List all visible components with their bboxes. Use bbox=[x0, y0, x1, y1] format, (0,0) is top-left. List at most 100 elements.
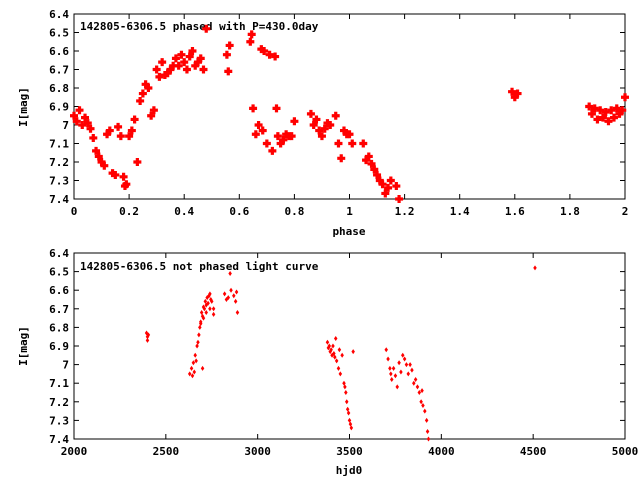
unphased-data-point bbox=[338, 371, 343, 377]
unphased-data-point bbox=[327, 343, 332, 349]
phased-data-point bbox=[72, 117, 81, 126]
unphased-data-point bbox=[226, 295, 231, 301]
unphased-data-point bbox=[232, 293, 236, 299]
phased-data-point bbox=[249, 104, 258, 113]
phased-data-point bbox=[612, 104, 621, 113]
unphased-data-points bbox=[144, 265, 537, 442]
phased-data-point bbox=[130, 115, 139, 124]
phased-data-point bbox=[386, 176, 395, 185]
phased-y-tick-label: 6.4 bbox=[49, 8, 69, 21]
unphased-data-point bbox=[197, 332, 201, 338]
phased-data-point bbox=[384, 183, 393, 192]
phased-data-point bbox=[114, 122, 123, 131]
phased-data-point bbox=[163, 69, 172, 78]
unphased-y-tick-label: 7.4 bbox=[49, 433, 69, 446]
unphased-data-point bbox=[198, 321, 203, 327]
phased-data-point bbox=[320, 124, 329, 133]
phased-data-point bbox=[395, 195, 404, 203]
unphased-data-point bbox=[408, 362, 412, 368]
phased-data-point bbox=[158, 58, 167, 67]
unphased-data-point bbox=[195, 343, 199, 349]
unphased-data-point bbox=[410, 367, 414, 373]
phased-data-point bbox=[331, 111, 340, 120]
unphased-data-point bbox=[413, 376, 418, 382]
unphased-data-point bbox=[344, 390, 348, 395]
phased-data-point bbox=[147, 111, 156, 120]
phased-data-point bbox=[260, 47, 269, 55]
unphased-data-point bbox=[333, 336, 338, 342]
unphased-y-tick-label: 7 bbox=[62, 359, 69, 372]
phased-x-tick-label: 1 bbox=[346, 205, 353, 218]
phased-data-point bbox=[254, 121, 263, 129]
unphased-data-point bbox=[331, 343, 335, 349]
phased-data-point bbox=[111, 170, 120, 179]
unphased-data-point bbox=[417, 390, 422, 395]
unphased-data-point bbox=[196, 339, 200, 345]
phased-x-tick-label: 0.4 bbox=[174, 205, 194, 218]
unphased-data-point bbox=[337, 347, 342, 353]
unphased-data-point bbox=[389, 376, 394, 382]
unphased-y-tick-label: 7.2 bbox=[49, 396, 69, 409]
unphased-x-tick-label: 2000 bbox=[61, 445, 88, 458]
phased-data-point bbox=[585, 102, 594, 111]
phased-data-point bbox=[367, 159, 376, 168]
phased-data-point bbox=[169, 61, 178, 70]
unphased-data-point bbox=[194, 358, 198, 364]
phased-data-point bbox=[334, 139, 343, 148]
unphased-data-point bbox=[386, 356, 390, 362]
unphased-data-point bbox=[401, 352, 405, 358]
phased-data-point bbox=[373, 170, 382, 179]
phased-data-point bbox=[199, 65, 208, 74]
phased-y-tick-label: 7.1 bbox=[49, 138, 69, 151]
phased-data-point bbox=[590, 104, 599, 113]
phased-x-tick-label: 0 bbox=[71, 205, 78, 218]
unphased-data-point bbox=[329, 347, 333, 353]
phased-data-point bbox=[593, 115, 602, 124]
phased-data-point bbox=[152, 65, 161, 74]
phased-data-point bbox=[378, 180, 387, 189]
unphased-data-point bbox=[399, 369, 403, 375]
unphased-y-tick-label: 6.8 bbox=[49, 321, 69, 334]
phased-data-point bbox=[193, 58, 202, 67]
unphased-y-tick-label: 7.3 bbox=[49, 414, 69, 427]
unphased-data-point bbox=[348, 421, 353, 427]
phased-data-point bbox=[621, 93, 629, 102]
phased-data-point bbox=[272, 104, 281, 113]
unphased-data-point bbox=[146, 332, 151, 338]
phased-data-point bbox=[513, 89, 522, 98]
phased-data-point bbox=[596, 106, 605, 115]
phased-y-tick-label: 6.8 bbox=[49, 82, 69, 95]
phased-data-point bbox=[127, 126, 136, 135]
phased-y-tick-label: 7.4 bbox=[49, 193, 69, 206]
phased-data-point bbox=[224, 67, 233, 76]
phased-data-point bbox=[100, 161, 109, 170]
phased-x-tick-label: 0.8 bbox=[284, 205, 304, 218]
unphased-data-point bbox=[211, 306, 216, 312]
unphased-data-point bbox=[190, 373, 195, 379]
phased-data-point bbox=[122, 180, 131, 189]
phased-data-point bbox=[362, 156, 371, 165]
phased-data-point bbox=[508, 87, 517, 96]
unphased-data-point bbox=[345, 406, 350, 412]
unphased-data-point bbox=[201, 315, 206, 321]
phased-x-tick-label: 1.8 bbox=[560, 205, 580, 218]
unphased-data-point bbox=[388, 365, 392, 371]
unphased-data-point bbox=[206, 300, 210, 306]
phased-data-point bbox=[174, 61, 183, 70]
unphased-data-point bbox=[204, 310, 208, 316]
phased-data-point bbox=[276, 139, 285, 148]
unphased-data-point bbox=[332, 350, 336, 356]
unphased-data-point bbox=[346, 410, 351, 416]
phased-y-tick-label: 6.5 bbox=[49, 27, 69, 40]
unphased-x-tick-label: 5000 bbox=[612, 445, 639, 458]
unphased-data-point bbox=[391, 365, 396, 371]
unphased-data-point bbox=[533, 265, 537, 271]
unphased-data-point bbox=[229, 287, 233, 293]
unphased-data-point bbox=[208, 291, 212, 297]
phased-data-point bbox=[70, 111, 78, 120]
phased-data-point bbox=[375, 176, 384, 185]
phased-data-point bbox=[155, 72, 164, 81]
phased-data-point bbox=[138, 89, 147, 98]
